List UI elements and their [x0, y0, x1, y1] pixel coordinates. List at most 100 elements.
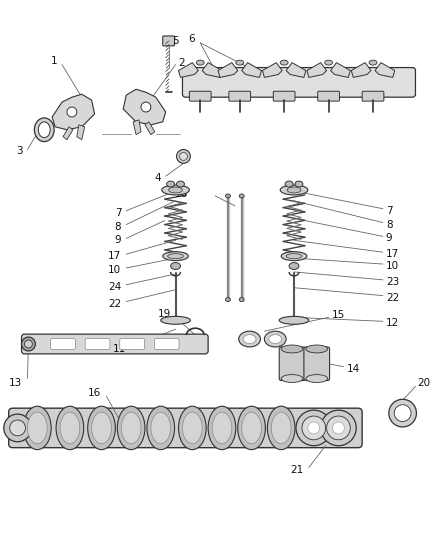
Polygon shape [63, 127, 73, 140]
Ellipse shape [238, 406, 265, 450]
Ellipse shape [281, 375, 303, 383]
Ellipse shape [289, 263, 299, 270]
Ellipse shape [269, 335, 282, 343]
Polygon shape [330, 62, 350, 77]
FancyBboxPatch shape [51, 338, 75, 350]
Ellipse shape [295, 181, 303, 187]
Polygon shape [286, 62, 306, 77]
Text: 24: 24 [108, 282, 121, 292]
Ellipse shape [287, 187, 301, 193]
Polygon shape [202, 62, 222, 77]
Polygon shape [263, 62, 282, 77]
Text: 20: 20 [417, 378, 430, 389]
Polygon shape [351, 62, 371, 77]
Ellipse shape [281, 252, 307, 261]
Ellipse shape [196, 60, 204, 65]
Text: 2: 2 [179, 58, 185, 68]
Ellipse shape [168, 254, 184, 259]
Ellipse shape [141, 102, 151, 112]
Ellipse shape [177, 181, 184, 187]
Ellipse shape [333, 422, 344, 434]
Polygon shape [307, 62, 326, 77]
Ellipse shape [163, 252, 188, 261]
Polygon shape [52, 94, 94, 130]
Text: 17: 17 [386, 249, 399, 259]
Text: 23: 23 [386, 277, 399, 287]
Ellipse shape [151, 412, 170, 443]
Text: 9: 9 [114, 236, 121, 245]
Text: 3: 3 [16, 147, 23, 157]
Text: 18: 18 [175, 189, 188, 199]
Polygon shape [179, 62, 198, 77]
Ellipse shape [4, 414, 31, 442]
Ellipse shape [236, 60, 244, 65]
Ellipse shape [325, 60, 333, 65]
Ellipse shape [10, 420, 25, 436]
Ellipse shape [166, 181, 174, 187]
Polygon shape [168, 317, 184, 320]
Text: 12: 12 [386, 318, 399, 328]
Ellipse shape [170, 263, 180, 270]
Ellipse shape [239, 331, 260, 347]
Ellipse shape [121, 412, 141, 443]
Polygon shape [133, 120, 141, 135]
Ellipse shape [28, 412, 47, 443]
Ellipse shape [225, 194, 230, 198]
Ellipse shape [169, 187, 183, 193]
Ellipse shape [179, 406, 206, 450]
Ellipse shape [147, 406, 174, 450]
FancyBboxPatch shape [318, 91, 340, 101]
Text: 22: 22 [386, 293, 399, 303]
Ellipse shape [208, 406, 236, 450]
Polygon shape [286, 317, 302, 320]
Ellipse shape [308, 422, 320, 434]
FancyBboxPatch shape [163, 36, 174, 46]
Ellipse shape [180, 152, 187, 160]
Ellipse shape [21, 337, 35, 351]
Text: 19: 19 [157, 309, 170, 319]
FancyBboxPatch shape [21, 334, 208, 354]
Ellipse shape [60, 412, 80, 443]
Ellipse shape [92, 412, 111, 443]
Ellipse shape [88, 406, 115, 450]
Text: 11: 11 [113, 344, 126, 354]
FancyBboxPatch shape [189, 91, 211, 101]
Ellipse shape [225, 297, 230, 302]
Text: 1: 1 [50, 55, 57, 66]
Polygon shape [242, 62, 261, 77]
FancyBboxPatch shape [229, 91, 250, 101]
Text: 22: 22 [108, 298, 121, 309]
Polygon shape [145, 122, 155, 135]
Ellipse shape [162, 185, 189, 195]
Text: 16: 16 [88, 389, 101, 398]
Ellipse shape [239, 194, 244, 198]
FancyBboxPatch shape [304, 347, 329, 381]
Text: 6: 6 [189, 34, 195, 44]
Ellipse shape [394, 405, 411, 422]
Ellipse shape [286, 254, 302, 259]
Text: 7: 7 [386, 206, 392, 216]
FancyBboxPatch shape [362, 91, 384, 101]
FancyBboxPatch shape [9, 408, 362, 448]
FancyBboxPatch shape [85, 338, 110, 350]
Ellipse shape [24, 340, 32, 348]
Ellipse shape [117, 406, 145, 450]
Ellipse shape [177, 149, 191, 163]
Ellipse shape [264, 331, 286, 347]
Polygon shape [77, 125, 85, 140]
Text: 8: 8 [386, 220, 392, 230]
Ellipse shape [242, 412, 261, 443]
Ellipse shape [296, 410, 332, 446]
Text: 14: 14 [347, 364, 360, 374]
Text: 17: 17 [108, 251, 121, 261]
Ellipse shape [67, 107, 77, 117]
Ellipse shape [306, 345, 328, 353]
Ellipse shape [389, 399, 416, 427]
Ellipse shape [280, 185, 308, 195]
Text: 7: 7 [114, 208, 121, 217]
Polygon shape [375, 62, 395, 77]
Ellipse shape [302, 416, 326, 440]
Ellipse shape [369, 60, 377, 65]
Ellipse shape [161, 317, 191, 324]
Ellipse shape [239, 297, 244, 302]
